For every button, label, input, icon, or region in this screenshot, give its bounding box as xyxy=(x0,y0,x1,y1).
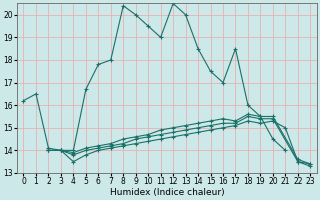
X-axis label: Humidex (Indice chaleur): Humidex (Indice chaleur) xyxy=(109,188,224,197)
